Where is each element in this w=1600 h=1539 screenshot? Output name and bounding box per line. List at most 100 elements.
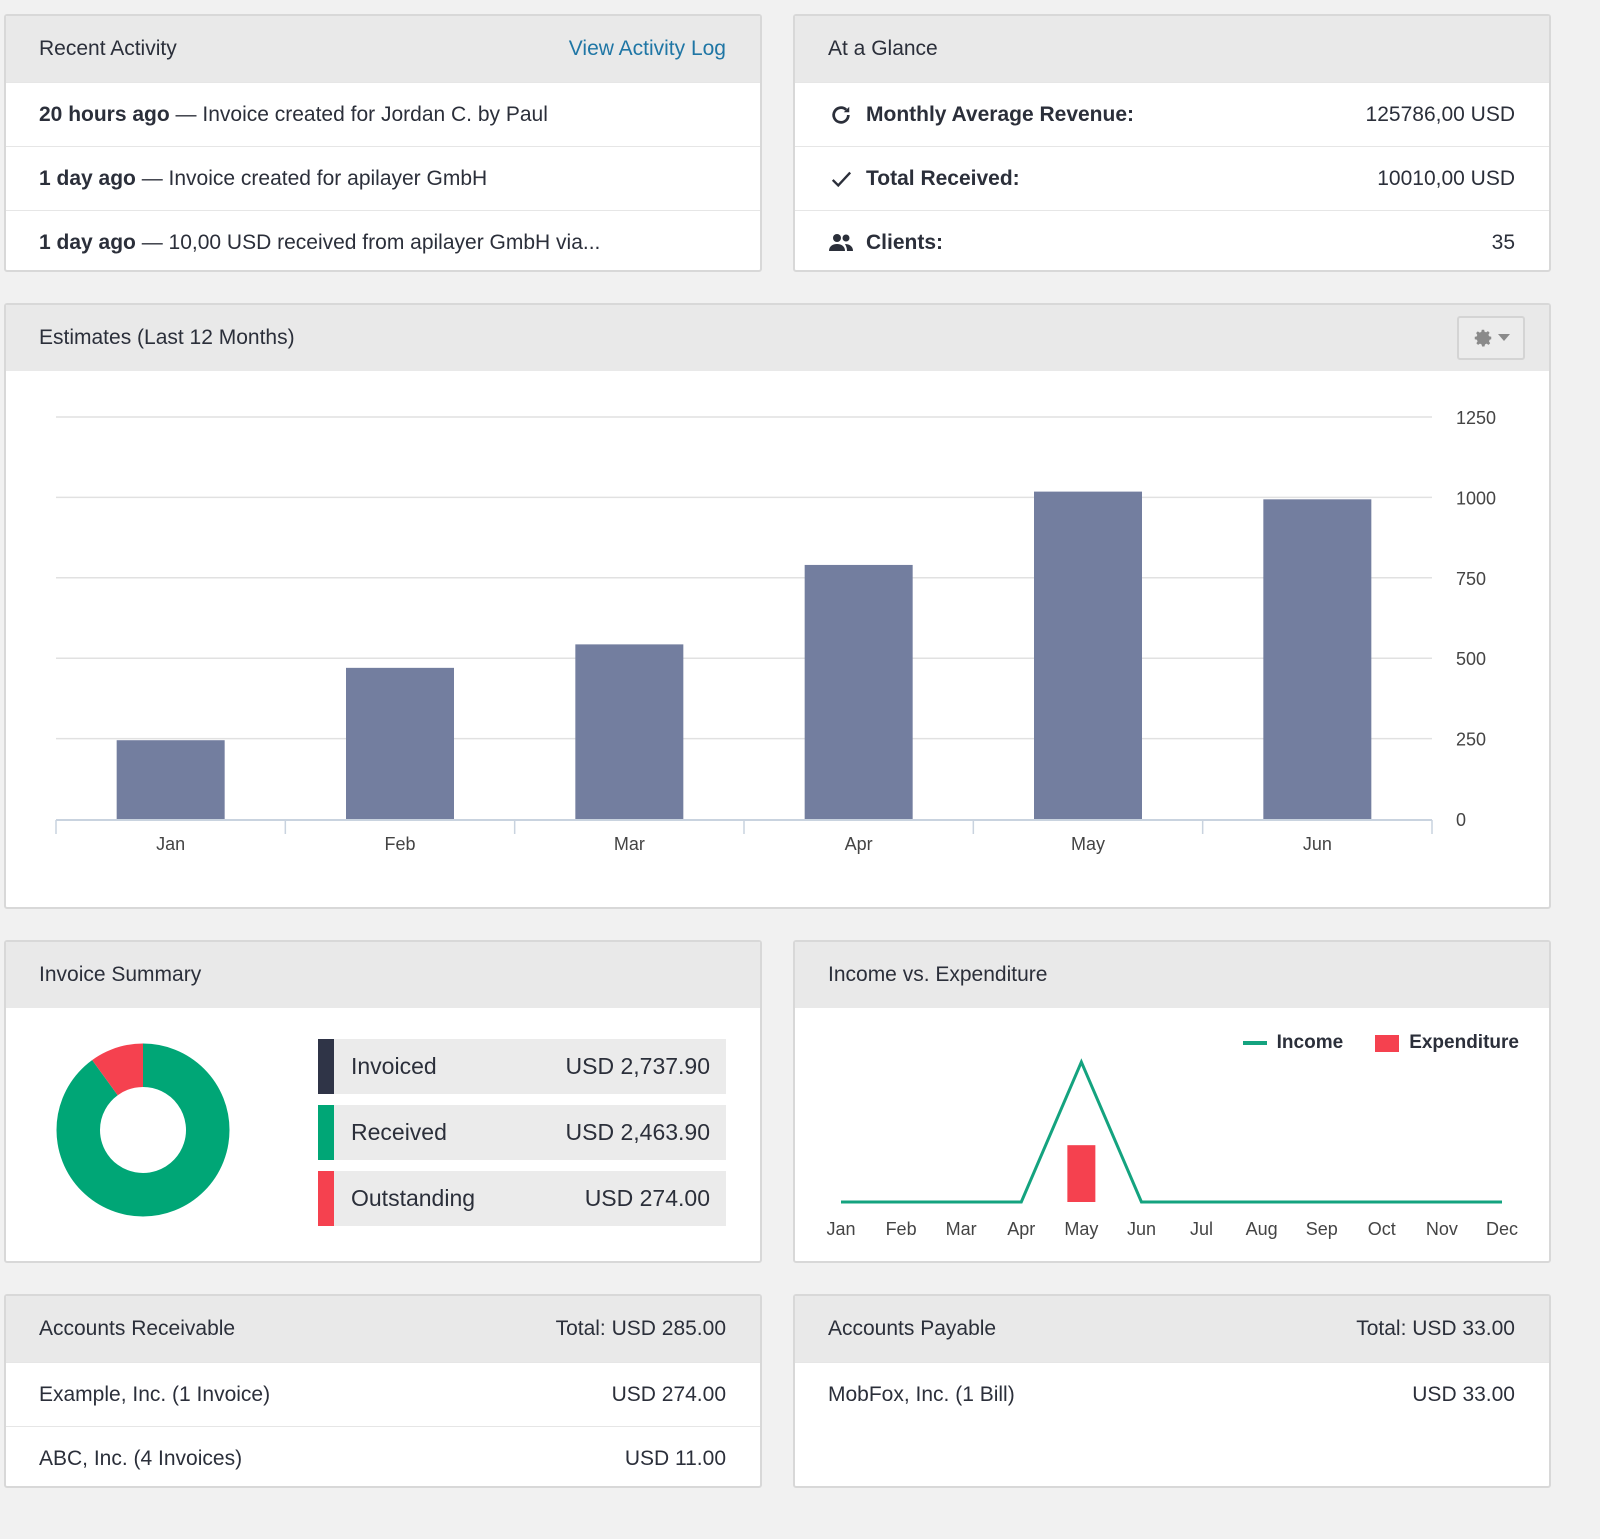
bar-may <box>1034 491 1142 819</box>
x-tick-label: Oct <box>1368 1219 1396 1239</box>
accounts-payable-header: Accounts Payable Total: USD 33.00 <box>795 1296 1549 1362</box>
income-legend-swatch <box>1242 1041 1267 1045</box>
x-tick-label: Dec <box>1486 1219 1518 1239</box>
at-a-glance-panel: At a Glance Monthly Average Revenue: 125… <box>793 14 1551 272</box>
payable-amount: USD 33.00 <box>1412 1382 1515 1406</box>
bar-feb <box>346 667 454 819</box>
accounts-receivable-header: Accounts Receivable Total: USD 285.00 <box>6 1296 760 1362</box>
receivable-row[interactable]: Example, Inc. (1 Invoice) USD 274.00 <box>6 1362 760 1426</box>
x-tick-label: Jul <box>1190 1219 1213 1239</box>
activity-time: 1 day ago <box>39 166 136 190</box>
donut-slice-outstanding <box>91 1043 144 1096</box>
x-tick-label: Mar <box>946 1219 977 1239</box>
activity-item[interactable]: 1 day ago — Invoice created for apilayer… <box>6 146 760 210</box>
activity-text: — Invoice created for Jordan C. by Paul <box>169 102 548 126</box>
bar-mar <box>575 644 684 819</box>
expenditure-legend-label[interactable]: Expenditure <box>1409 1032 1519 1053</box>
income-expenditure-panel: Income vs. Expenditure Income Expenditur… <box>793 940 1551 1263</box>
received-color-bar <box>318 1105 334 1160</box>
at-a-glance-header: At a Glance <box>795 16 1549 82</box>
invoice-summary-label: Outstanding <box>351 1185 476 1211</box>
invoice-summary-received: Received USD 2,463.90 <box>318 1105 726 1160</box>
invoice-summary-outstanding: Outstanding USD 274.00 <box>318 1171 726 1226</box>
income-expenditure-chart: Jan Feb Mar Apr May Jun Jul Aug Sep Oct Nov Dec <box>826 1058 1518 1239</box>
chart-settings-button[interactable] <box>1457 316 1525 360</box>
invoice-summary-value: USD 2,737.90 <box>565 1053 710 1079</box>
estimates-header: Estimates (Last 12 Months) <box>6 305 1549 371</box>
estimates-bar-chart: 0 250 500 750 1000 1250 Jan Feb Mar Apr May Jun <box>55 408 1496 854</box>
receivable-client: Example, Inc. (1 Invoice) <box>39 1382 271 1406</box>
receivable-client: ABC, Inc. (4 Invoices) <box>39 1446 243 1470</box>
payable-row[interactable]: MobFox, Inc. (1 Bill) USD 33.00 <box>795 1362 1549 1426</box>
glance-value: 35 <box>1491 230 1515 254</box>
expenditure-bar-may <box>1067 1145 1096 1202</box>
x-tick-label: Feb <box>384 834 415 854</box>
estimates-title: Estimates (Last 12 Months) <box>39 326 295 349</box>
glance-label: Monthly Average Revenue: <box>866 102 1135 126</box>
glance-value: 125786,00 USD <box>1365 102 1515 126</box>
activity-time: 1 day ago <box>39 230 136 254</box>
at-a-glance-title: At a Glance <box>828 37 938 60</box>
invoice-summary-value: USD 274.00 <box>584 1185 710 1211</box>
refresh-icon <box>828 102 854 128</box>
y-tick-label: 1000 <box>1456 488 1496 508</box>
x-tick-label: Apr <box>1007 1219 1035 1239</box>
accounts-receivable-total: Total: USD 285.00 <box>555 1317 726 1340</box>
donut-slice-received <box>56 1043 230 1217</box>
income-legend-label[interactable]: Income <box>1276 1032 1344 1053</box>
activity-item[interactable]: 1 day ago — 10,00 USD received from apil… <box>6 210 760 270</box>
recent-activity-panel: Recent Activity View Activity Log 20 hou… <box>4 14 762 272</box>
invoiced-color-bar <box>318 1039 334 1094</box>
glance-row-clients: Clients: 35 <box>795 210 1549 270</box>
income-expenditure-header: Income vs. Expenditure <box>795 942 1549 1008</box>
y-tick-label: 1250 <box>1456 408 1496 428</box>
estimates-panel: Estimates (Last 12 Months) 0 250 500 750 100… <box>4 303 1551 909</box>
x-tick-label: Jun <box>1127 1219 1156 1239</box>
x-tick-label: May <box>1064 1219 1098 1239</box>
x-tick-label: May <box>1071 834 1105 854</box>
activity-text: — Invoice created for apilayer GmbH <box>135 166 488 190</box>
recent-activity-header: Recent Activity View Activity Log <box>6 16 760 82</box>
invoice-donut-chart <box>55 1042 231 1218</box>
invoice-summary-label: Invoiced <box>351 1053 437 1079</box>
outstanding-color-bar <box>318 1171 334 1226</box>
bar-jan <box>116 740 225 819</box>
view-activity-log-link[interactable]: View Activity Log <box>568 37 726 60</box>
x-tick-label: Apr <box>845 834 873 854</box>
invoice-summary-title: Invoice Summary <box>39 963 202 986</box>
bar-jun <box>1263 499 1372 819</box>
glance-row-received: Total Received: 10010,00 USD <box>795 146 1549 210</box>
glance-label: Total Received: <box>866 166 1020 190</box>
accounts-payable-panel: Accounts Payable Total: USD 33.00 MobFox… <box>793 1294 1551 1488</box>
invoice-summary-invoiced: Invoiced USD 2,737.90 <box>318 1039 726 1094</box>
x-tick-label: Aug <box>1246 1219 1278 1239</box>
caret-down-icon <box>1498 334 1510 341</box>
invoice-summary-header: Invoice Summary <box>6 942 760 1008</box>
x-tick-label: Mar <box>614 834 645 854</box>
glance-label: Clients: <box>866 230 944 254</box>
receivable-amount: USD 274.00 <box>611 1382 726 1406</box>
activity-item[interactable]: 20 hours ago — Invoice created for Jorda… <box>6 82 760 146</box>
x-tick-label: Jan <box>156 834 185 854</box>
accounts-receivable-title: Accounts Receivable <box>39 1317 236 1340</box>
payable-vendor: MobFox, Inc. (1 Bill) <box>828 1382 1015 1406</box>
y-tick-label: 0 <box>1456 810 1466 830</box>
invoice-summary-value: USD 2,463.90 <box>565 1119 710 1145</box>
receivable-amount: USD 11.00 <box>624 1446 726 1470</box>
x-tick-label: Jun <box>1303 834 1332 854</box>
y-tick-label: 750 <box>1456 569 1486 589</box>
accounts-payable-total: Total: USD 33.00 <box>1356 1317 1515 1340</box>
bar-apr <box>804 564 913 819</box>
income-line <box>841 1058 1502 1204</box>
invoice-summary-panel: Invoice Summary Invoiced USD 2,737.90 Re… <box>4 940 762 1263</box>
y-tick-label: 500 <box>1456 649 1486 669</box>
x-tick-label: Nov <box>1426 1219 1458 1239</box>
activity-time: 20 hours ago <box>39 102 170 126</box>
receivable-row[interactable]: ABC, Inc. (4 Invoices) USD 11.00 <box>6 1426 760 1486</box>
y-tick-label: 250 <box>1456 730 1486 750</box>
income-expenditure-title: Income vs. Expenditure <box>828 963 1048 986</box>
accounts-receivable-panel: Accounts Receivable Total: USD 285.00 Ex… <box>4 1294 762 1488</box>
recent-activity-title: Recent Activity <box>39 37 177 60</box>
x-tick-label: Feb <box>886 1219 917 1239</box>
gear-icon <box>1474 329 1492 347</box>
